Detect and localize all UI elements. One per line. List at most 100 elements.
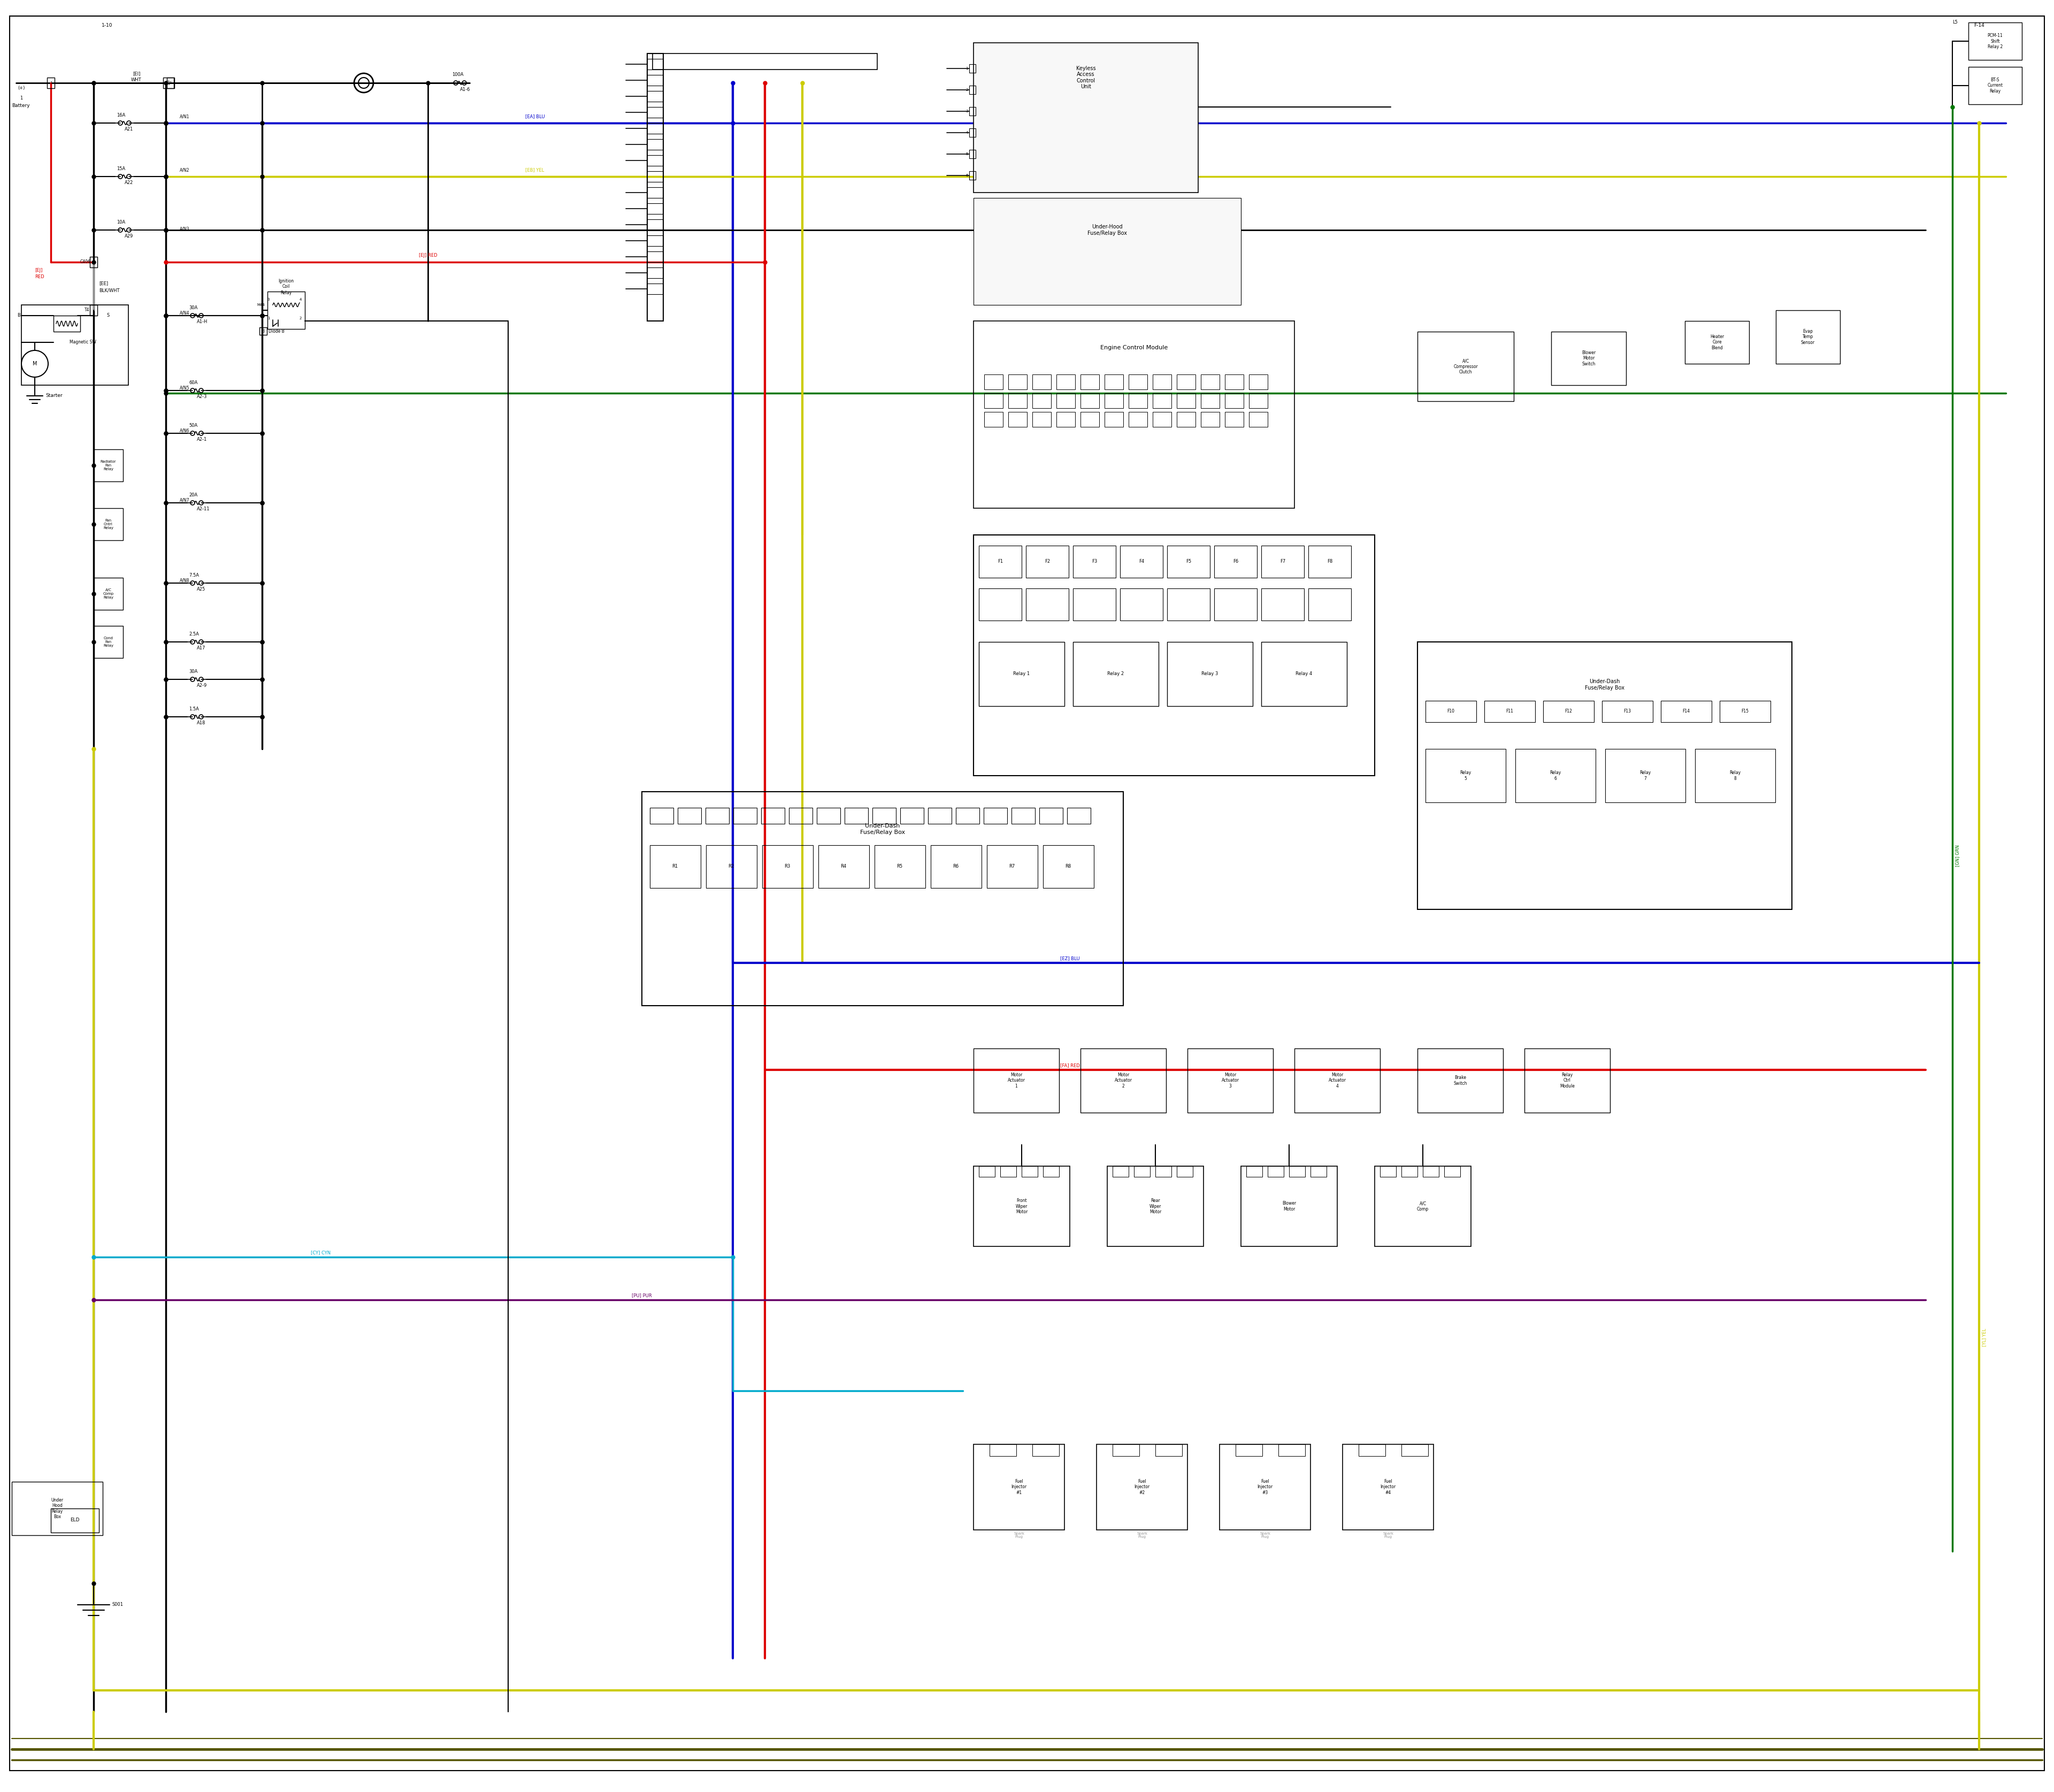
- Bar: [969, 151, 976, 158]
- Bar: [1968, 66, 2021, 104]
- Text: 1: 1: [267, 317, 269, 321]
- Text: F13: F13: [1623, 710, 1631, 713]
- Text: (+): (+): [18, 86, 25, 91]
- Bar: [1152, 375, 1171, 389]
- Text: Engine Control Module: Engine Control Module: [1101, 346, 1169, 351]
- Bar: [1695, 749, 1775, 803]
- Bar: [1072, 545, 1115, 577]
- Text: 20A: 20A: [189, 493, 197, 498]
- Bar: [1128, 412, 1148, 426]
- Bar: [1684, 321, 1750, 364]
- Text: A/N7: A/N7: [179, 498, 189, 502]
- Bar: [94, 509, 123, 539]
- Bar: [1033, 1444, 1060, 1457]
- Bar: [1516, 749, 1596, 803]
- Bar: [1261, 642, 1347, 706]
- Text: 1.5A: 1.5A: [189, 706, 199, 711]
- Bar: [1423, 1167, 1440, 1177]
- Bar: [21, 305, 127, 385]
- Bar: [1294, 1048, 1380, 1113]
- Text: C406: C406: [80, 260, 90, 265]
- Bar: [678, 808, 700, 824]
- Bar: [1056, 392, 1074, 409]
- Bar: [1177, 1167, 1193, 1177]
- Bar: [1968, 23, 2021, 59]
- Bar: [94, 450, 123, 482]
- Bar: [1080, 375, 1099, 389]
- Bar: [1249, 392, 1267, 409]
- Text: Front
Wiper
Motor: Front Wiper Motor: [1015, 1199, 1027, 1215]
- Bar: [984, 412, 1002, 426]
- Text: A/N2: A/N2: [179, 168, 189, 172]
- Text: 3: 3: [267, 297, 269, 301]
- Bar: [1290, 1167, 1304, 1177]
- Text: [EI]: [EI]: [134, 72, 140, 77]
- Bar: [980, 545, 1021, 577]
- Text: Under-Dash
Fuse/Relay Box: Under-Dash Fuse/Relay Box: [1586, 679, 1625, 690]
- Bar: [1401, 1444, 1428, 1457]
- Bar: [647, 140, 663, 151]
- Bar: [647, 108, 663, 118]
- Text: A2-3: A2-3: [197, 394, 207, 400]
- Bar: [162, 77, 175, 88]
- Bar: [1308, 545, 1352, 577]
- Text: Relay 4: Relay 4: [1296, 672, 1313, 676]
- Text: A2-11: A2-11: [197, 507, 210, 513]
- Text: 1: 1: [965, 66, 967, 70]
- Text: F12: F12: [1565, 710, 1571, 713]
- Text: A2-1: A2-1: [197, 437, 207, 443]
- Text: Relay
6: Relay 6: [1551, 771, 1561, 781]
- Bar: [649, 846, 700, 889]
- Bar: [1167, 588, 1210, 620]
- Text: Brake
Switch: Brake Switch: [1454, 1075, 1467, 1086]
- Text: [EA] BLU: [EA] BLU: [526, 115, 544, 118]
- Text: A22: A22: [125, 181, 134, 185]
- Bar: [733, 808, 756, 824]
- Bar: [1417, 332, 1514, 401]
- Bar: [1278, 1444, 1304, 1457]
- Bar: [1056, 412, 1074, 426]
- Text: 16A: 16A: [117, 113, 125, 118]
- Bar: [647, 251, 663, 262]
- Text: Motor
Actuator
1: Motor Actuator 1: [1006, 1073, 1025, 1088]
- Bar: [649, 808, 674, 824]
- Bar: [1719, 701, 1771, 722]
- Bar: [1417, 1048, 1504, 1113]
- Text: Rear
Wiper
Motor: Rear Wiper Motor: [1150, 1199, 1161, 1215]
- Text: M44: M44: [257, 303, 265, 306]
- Bar: [53, 315, 80, 332]
- Text: 1-10: 1-10: [101, 23, 113, 29]
- Text: [EE]: [EE]: [99, 281, 109, 287]
- Text: 10A: 10A: [117, 220, 125, 226]
- Text: Coil: Coil: [281, 285, 290, 289]
- Text: A2-9: A2-9: [197, 683, 207, 688]
- Bar: [1602, 701, 1653, 722]
- Bar: [1033, 392, 1052, 409]
- Bar: [984, 808, 1006, 824]
- Bar: [969, 65, 976, 73]
- Text: R8: R8: [1066, 864, 1072, 869]
- Text: A/N4: A/N4: [179, 310, 189, 315]
- Text: F10: F10: [1446, 710, 1454, 713]
- Bar: [653, 54, 877, 70]
- Text: A25: A25: [197, 588, 205, 591]
- Bar: [1154, 1167, 1171, 1177]
- Bar: [1485, 701, 1534, 722]
- Text: Fuel
Injector
#4: Fuel Injector #4: [1380, 1478, 1397, 1495]
- Bar: [817, 808, 840, 824]
- Bar: [1113, 1444, 1140, 1457]
- Text: RED: RED: [35, 274, 45, 280]
- Text: Starter: Starter: [45, 394, 62, 398]
- Text: 30A: 30A: [189, 670, 197, 674]
- Bar: [980, 588, 1021, 620]
- Bar: [647, 186, 663, 197]
- Bar: [1134, 1167, 1150, 1177]
- Bar: [969, 129, 976, 136]
- Bar: [1308, 588, 1352, 620]
- Text: [GN] GRN: [GN] GRN: [1955, 846, 1960, 867]
- Bar: [1043, 1167, 1060, 1177]
- Bar: [1224, 392, 1243, 409]
- Bar: [873, 808, 896, 824]
- Text: Under-Dash
Fuse/Relay Box: Under-Dash Fuse/Relay Box: [861, 823, 906, 835]
- Bar: [928, 808, 951, 824]
